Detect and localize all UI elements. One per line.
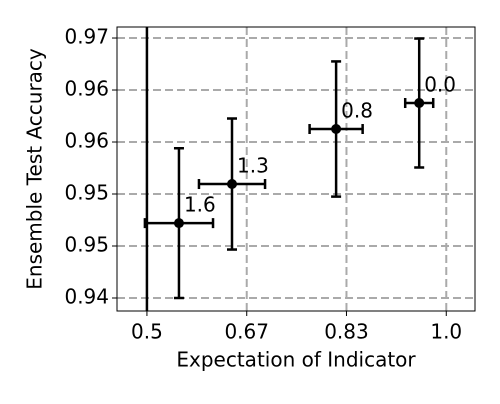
x-tick-label: 0.5 (131, 320, 163, 344)
plot-frame (116, 26, 476, 312)
y-tick-label: 0.94 (64, 285, 109, 309)
point (331, 124, 342, 135)
y-tick-label: 0.96 (64, 77, 109, 101)
point (227, 179, 238, 190)
data-label: 1.6 (184, 193, 216, 217)
y-tick-label: 0.97 (64, 25, 109, 49)
data-label: 1.3 (237, 154, 269, 178)
data-label: 0.0 (424, 73, 456, 97)
x-axis-label: Expectation of Indicator (176, 348, 416, 372)
data-label: 0.8 (341, 99, 373, 123)
y-axis-label: Ensemble Test Accuracy (23, 48, 47, 290)
y-tick-label: 0.95 (64, 181, 109, 205)
y-tick-label: 0.96 (64, 129, 109, 153)
x-tick-label: 0.67 (224, 320, 269, 344)
x-tick-label: 0.83 (324, 320, 369, 344)
point (173, 218, 184, 229)
y-tick-label: 0.95 (64, 233, 109, 257)
x-tick-label: 1.0 (430, 320, 462, 344)
point (414, 98, 425, 109)
